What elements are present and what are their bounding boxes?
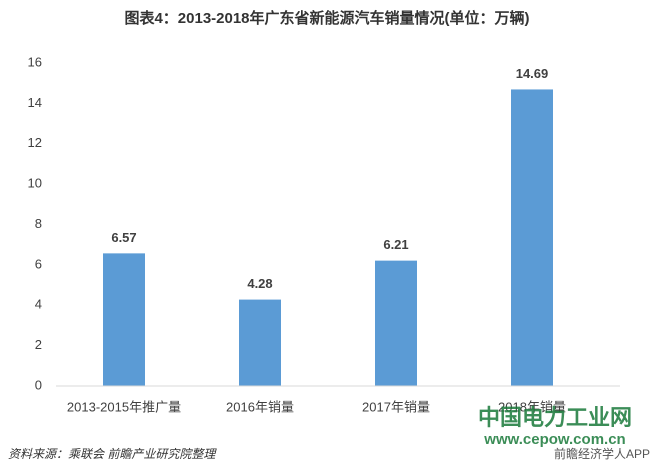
- x-tick-label: 2018年销量: [498, 399, 566, 414]
- source-note: 资料来源：乘联会 前瞻产业研究院整理: [8, 447, 217, 461]
- watermark: 前瞻经济学人APP: [554, 446, 650, 461]
- bar: [103, 253, 145, 386]
- y-tick-label: 12: [28, 135, 42, 150]
- y-tick-label: 10: [28, 176, 42, 191]
- y-tick-label: 2: [35, 337, 42, 352]
- watermark: 中国电力工业网: [478, 405, 632, 430]
- y-tick-label: 14: [28, 95, 42, 110]
- y-tick-label: 4: [35, 297, 42, 312]
- x-tick-label: 2016年销量: [226, 399, 294, 414]
- watermark: www.cepow.com.cn: [483, 431, 625, 448]
- x-tick-label: 2017年销量: [362, 399, 430, 414]
- y-tick-label: 16: [28, 54, 42, 69]
- bar: [375, 260, 417, 386]
- value-label: 6.21: [383, 237, 408, 252]
- value-label: 6.57: [111, 230, 136, 245]
- chart-title: 图表4：2013-2018年广东省新能源汽车销量情况(单位：万辆): [124, 9, 529, 27]
- value-label: 4.28: [247, 276, 272, 291]
- x-tick-label: 2013-2015年推广量: [67, 399, 181, 414]
- y-tick-label: 8: [35, 216, 42, 231]
- bar: [239, 299, 281, 386]
- y-tick-label: 0: [35, 377, 42, 392]
- bar: [511, 89, 553, 387]
- value-label: 14.69: [516, 66, 549, 81]
- y-tick-label: 6: [35, 256, 42, 271]
